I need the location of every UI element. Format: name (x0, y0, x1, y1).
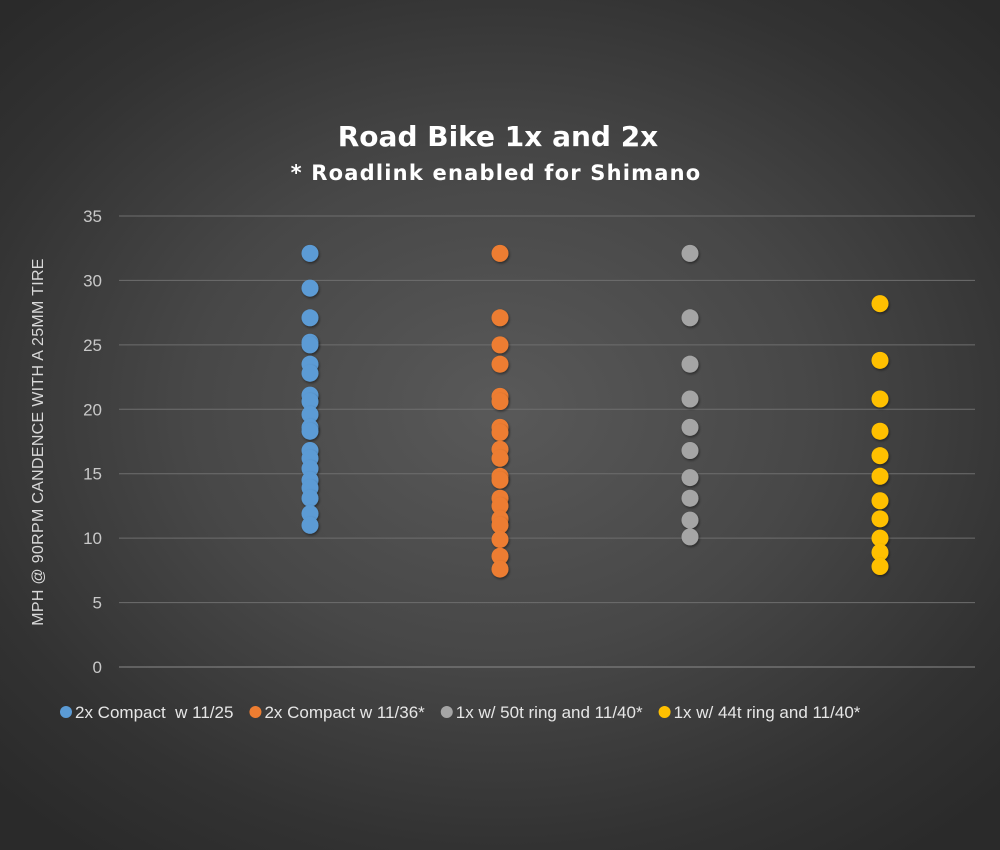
series-4-points (871, 295, 889, 575)
legend-marker (440, 706, 453, 718)
data-point (681, 355, 699, 373)
data-point (871, 510, 889, 528)
data-point (681, 469, 699, 487)
legend-label: 2x Compact w 11/25 (75, 703, 233, 722)
data-point (491, 547, 509, 565)
data-point (681, 390, 699, 408)
legend-label: 1x w/ 50t ring and 11/40* (456, 703, 643, 722)
data-point (871, 447, 889, 465)
y-axis-title: MPH @ 90RPM CANDENCE WITH A 25MM TIRE (30, 258, 47, 626)
chart-title: Road Bike 1x and 2x (338, 120, 658, 153)
data-point (301, 244, 319, 262)
data-point (301, 309, 319, 327)
data-point (301, 422, 319, 440)
series-3-points (681, 244, 699, 546)
legend-item-4: 1x w/ 44t ring and 11/40* (658, 703, 861, 722)
data-point (871, 467, 889, 485)
legend-item-1: 2x Compact w 11/25 (60, 703, 233, 722)
data-point (491, 423, 509, 441)
chart-subtitle: * Roadlink enabled for Shimano (291, 161, 702, 185)
y-tick-label: 30 (83, 271, 102, 290)
data-point (301, 336, 319, 354)
gridlines (119, 215, 975, 668)
y-tick-label: 10 (83, 529, 102, 548)
data-point (871, 492, 889, 510)
legend: 2x Compact w 11/25 2x Compact w 11/36* 1x … (60, 703, 861, 722)
data-point (491, 471, 509, 489)
series-1-points (301, 244, 319, 534)
data-point (871, 543, 889, 561)
series-2-points (491, 244, 509, 578)
data-points (301, 244, 889, 578)
y-tick-label: 15 (83, 465, 102, 484)
data-point (681, 528, 699, 546)
legend-marker (658, 706, 671, 718)
data-point (491, 560, 509, 578)
data-point (491, 244, 509, 262)
legend-marker (60, 706, 72, 718)
data-point (681, 309, 699, 327)
data-point (871, 351, 889, 369)
data-point (491, 309, 509, 327)
y-tick-label: 20 (83, 400, 102, 419)
legend-label: 1x w/ 44t ring and 11/40* (674, 703, 861, 722)
data-point (301, 279, 319, 297)
y-tick-label: 35 (83, 207, 102, 226)
legend-label: 2x Compact w 11/36* (264, 703, 425, 722)
data-point (681, 442, 699, 460)
data-point (301, 489, 319, 507)
data-point (491, 393, 509, 411)
data-point (681, 418, 699, 436)
data-point (681, 244, 699, 262)
y-tick-label: 5 (93, 594, 102, 613)
data-point (301, 405, 319, 423)
data-point (491, 355, 509, 373)
data-point (301, 516, 319, 534)
data-point (871, 529, 889, 547)
y-axis-ticks: 0 5 10 15 20 25 30 35 (83, 207, 102, 677)
data-point (871, 557, 889, 575)
data-point (491, 449, 509, 467)
data-point (871, 390, 889, 408)
data-point (681, 489, 699, 507)
data-point (491, 497, 509, 515)
legend-item-2: 2x Compact w 11/36* (249, 703, 425, 722)
data-point (871, 422, 889, 440)
data-point (681, 511, 699, 529)
y-tick-label: 25 (83, 336, 102, 355)
data-point (491, 516, 509, 534)
y-tick-label: 0 (93, 658, 102, 677)
legend-item-3: 1x w/ 50t ring and 11/40* (440, 703, 643, 722)
data-point (491, 530, 509, 548)
legend-marker (249, 706, 262, 718)
data-point (301, 364, 319, 382)
data-point (871, 295, 889, 313)
data-point (491, 336, 509, 354)
data-point (301, 393, 319, 411)
